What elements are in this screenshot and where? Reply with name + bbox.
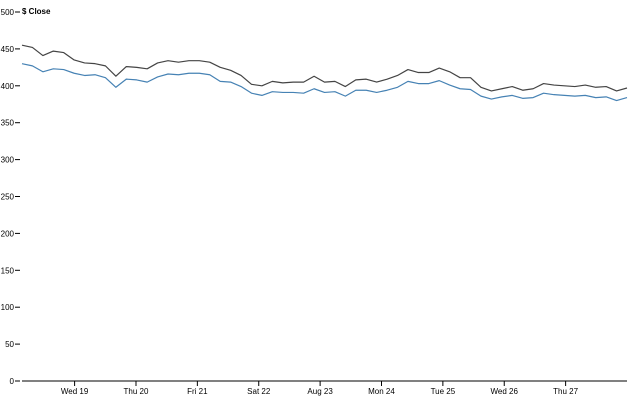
y-tick-label: 350 <box>1 119 15 128</box>
x-tick: Wed 19 <box>61 381 89 396</box>
x-tick-label: Wed 26 <box>491 387 519 396</box>
x-tick: Thu 20 <box>124 381 149 396</box>
x-tick-label: Wed 19 <box>61 387 89 396</box>
y-tick-label: 250 <box>1 193 15 202</box>
y-tick-label: 0 <box>10 377 15 386</box>
series-line-2 <box>21 63 628 102</box>
series-group <box>21 44 628 102</box>
x-tick-label: Thu 27 <box>553 387 578 396</box>
y-tick: 0 <box>10 377 20 386</box>
x-tick-label: Tue 25 <box>431 387 456 396</box>
y-tick: 200 <box>1 229 20 238</box>
y-tick: 450 <box>1 45 20 54</box>
y-tick: 250 <box>1 193 20 202</box>
y-tick: 50 <box>5 340 20 349</box>
y-tick: 350 <box>1 119 20 128</box>
y-tick-label: 400 <box>1 82 15 91</box>
x-tick: Wed 26 <box>491 381 519 396</box>
x-tick-label: Sat 22 <box>247 387 271 396</box>
x-axis: Wed 19 Thu 20 Fri 21 Sat 22 Aug 23 Mon 24 Tue … <box>22 380 627 396</box>
x-tick-label: Fri 21 <box>187 387 208 396</box>
x-tick: Tue 25 <box>431 381 456 396</box>
series-line-1 <box>21 44 628 92</box>
y-tick-label: 150 <box>1 266 15 275</box>
y-tick: 500 <box>1 8 20 17</box>
x-tick: Thu 27 <box>553 381 579 396</box>
y-tick-label: 200 <box>1 229 15 238</box>
y-tick: 150 <box>1 266 20 275</box>
y-tick-label: 300 <box>1 156 15 165</box>
x-tick: Fri 21 <box>187 381 208 396</box>
y-tick: 300 <box>1 156 20 165</box>
y-tick-label: 50 <box>5 340 14 349</box>
x-tick-label: Mon 24 <box>368 387 395 396</box>
x-tick: Mon 24 <box>368 381 395 396</box>
x-tick: Aug 23 <box>307 381 333 396</box>
y-tick-label: 100 <box>1 303 15 312</box>
y-tick-label: 500 <box>1 8 15 17</box>
x-tick-label: Thu 20 <box>124 387 149 396</box>
y-tick: 400 <box>1 82 20 91</box>
y-axis-label: $ Close <box>22 7 51 16</box>
y-tick: 100 <box>1 303 20 312</box>
x-tick: Sat 22 <box>247 381 271 396</box>
x-tick-label: Aug 23 <box>307 387 333 396</box>
y-axis: 0 50 100 150 200 250 300 350 400 450 500 <box>1 8 20 386</box>
y-tick-label: 450 <box>1 45 15 54</box>
